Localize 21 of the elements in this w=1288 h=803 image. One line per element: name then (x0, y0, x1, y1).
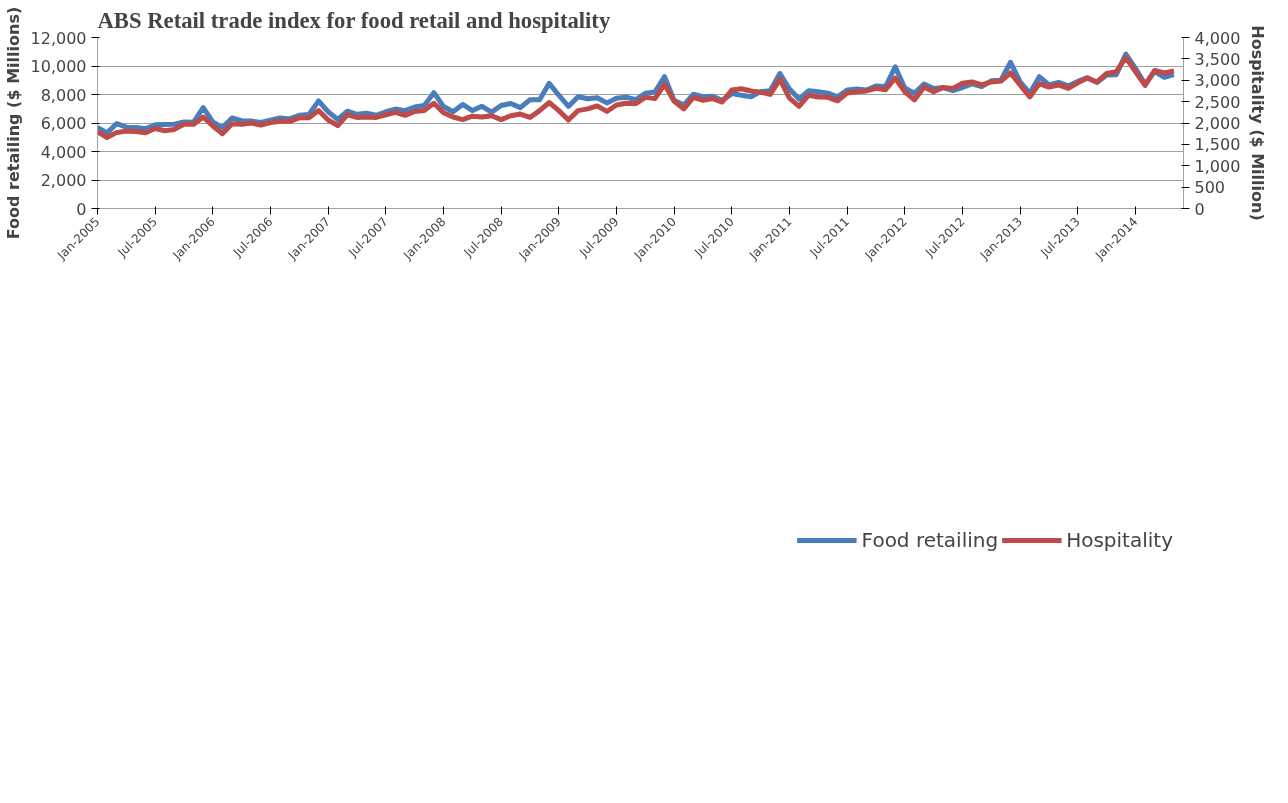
y-tick-label: 12,000 (30, 28, 87, 48)
y-tick-label: 4,000 (40, 142, 87, 162)
y2-tick-label: 2,000 (1194, 114, 1241, 133)
y2-tick-label: 3,000 (1194, 71, 1241, 91)
y2-axis-title: Hospitality ($ Million) (1248, 25, 1268, 221)
y-tick-label: 10,000 (30, 57, 87, 76)
y2-tick-label: 1,500 (1194, 135, 1241, 155)
y2-tick-label: 0 (1194, 199, 1205, 219)
y-tick-label: 0 (76, 199, 87, 219)
chart-title: ABS Retail trade index for food retail and hospitality (97, 7, 611, 33)
y2-tick-label: 2,500 (1194, 92, 1241, 112)
y-tick-label: 6,000 (40, 114, 87, 133)
y-axis-title: Food retailing ($ Millions) (3, 6, 23, 240)
y-tick-label: 2,000 (40, 171, 87, 190)
y2-tick-label: 3,500 (1194, 49, 1241, 69)
y2-tick-label: 500 (1194, 178, 1226, 198)
y2-tick-label: 4,000 (1194, 28, 1241, 48)
y-tick-label: 8,000 (40, 85, 87, 105)
legend-label: Hospitality (1066, 528, 1173, 552)
y2-tick-label: 1,000 (1194, 156, 1241, 176)
legend-label: Food retailing (861, 528, 999, 552)
